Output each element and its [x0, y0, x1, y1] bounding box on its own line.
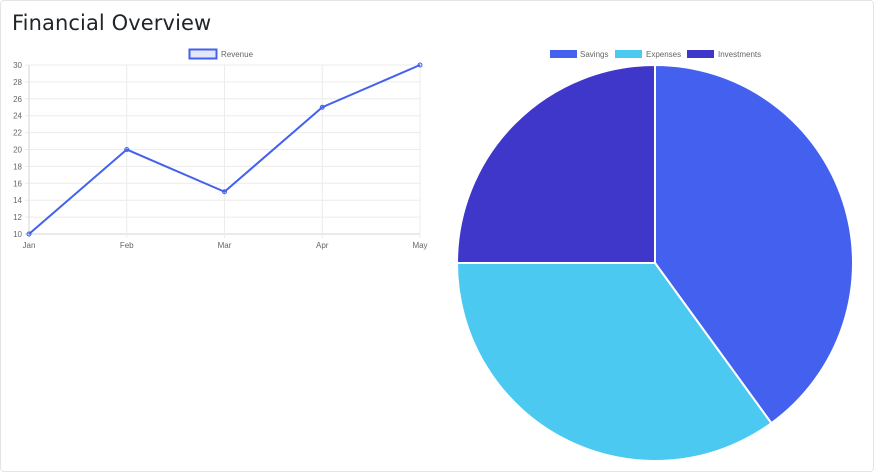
revenue-point[interactable]	[124, 147, 130, 152]
legend-swatch-savings[interactable]	[550, 50, 577, 58]
line-chart-y-axis: 10 12 14 16 18 20 22 24 26 28 30	[13, 61, 22, 239]
line-chart-legend[interactable]: Revenue	[188, 48, 254, 60]
legend-label-investments[interactable]: Investments	[718, 50, 761, 59]
y-tick-label: 20	[13, 146, 22, 155]
line-chart-x-axis: Jan Feb Mar Apr May	[23, 241, 428, 250]
revenue-point[interactable]	[417, 62, 423, 68]
y-tick-label: 14	[13, 196, 22, 205]
x-tick-label: Apr	[316, 241, 329, 250]
y-tick-label: 26	[13, 95, 22, 104]
pie-chart-slices	[455, 63, 854, 462]
revenue-line	[28, 64, 421, 235]
legend-label-expenses[interactable]: Expenses	[646, 50, 681, 59]
y-tick-label: 22	[13, 129, 22, 138]
legend-label-savings[interactable]: Savings	[580, 50, 608, 59]
pie-slice-expenses[interactable]	[455, 262, 773, 462]
page-title: Financial Overview	[12, 11, 212, 35]
revenue-point[interactable]	[319, 104, 325, 110]
revenue-point[interactable]	[26, 231, 32, 237]
legend-swatch-investments[interactable]	[687, 50, 714, 58]
y-tick-label: 18	[13, 162, 22, 171]
x-tick-label: May	[412, 241, 427, 250]
pie-chart: Savings Expenses Investments	[455, 50, 854, 462]
y-tick-label: 24	[13, 112, 22, 121]
legend-swatch-expenses[interactable]	[615, 50, 642, 58]
revenue-point[interactable]	[222, 189, 227, 195]
line-chart: Revenue 10 12 14 16 18 20 22 24 26 28 30 Jan Feb Mar…	[13, 48, 428, 250]
x-tick-label: Feb	[120, 241, 134, 250]
y-tick-label: 28	[13, 78, 22, 87]
y-tick-label: 12	[13, 213, 22, 222]
y-tick-label: 30	[13, 61, 22, 70]
x-tick-label: Jan	[23, 241, 36, 250]
x-tick-label: Mar	[218, 241, 232, 250]
y-tick-label: 16	[13, 179, 22, 188]
y-tick-label: 10	[13, 230, 22, 239]
pie-chart-legend[interactable]: Savings Expenses Investments	[550, 50, 761, 59]
legend-label-revenue[interactable]: Revenue	[221, 50, 254, 59]
legend-swatch-revenue[interactable]	[188, 48, 218, 60]
pie-slice-investments[interactable]	[455, 63, 656, 264]
line-chart-grid	[25, 64, 421, 238]
pie-slice-savings[interactable]	[654, 63, 854, 425]
line-chart-series	[26, 62, 423, 237]
